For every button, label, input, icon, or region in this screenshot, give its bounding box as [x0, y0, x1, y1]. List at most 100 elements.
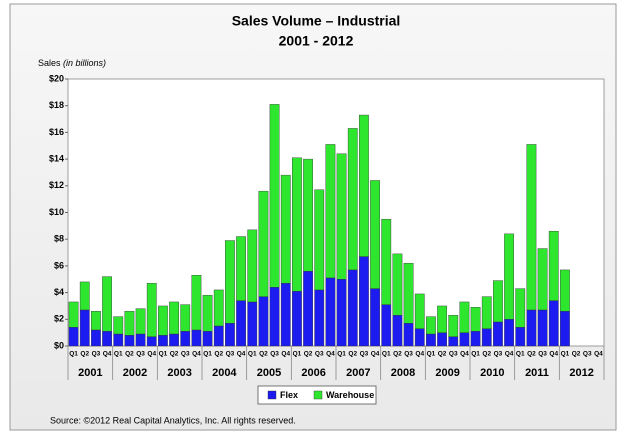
bar-segment — [437, 305, 447, 333]
x-tick-label: Q4 — [371, 351, 380, 358]
x-tick-label: Q2 — [482, 351, 491, 358]
x-tick-label: Q1 — [516, 351, 525, 358]
bar-segment — [325, 277, 336, 347]
bar-segment — [515, 288, 526, 328]
x-tick-label: Q4 — [326, 351, 335, 358]
bar-segment — [213, 325, 224, 347]
x-tick-label: Q2 — [527, 351, 536, 358]
bar-segment — [292, 291, 302, 347]
legend-label: Flex — [280, 390, 298, 400]
year-label: 2003 — [167, 367, 191, 379]
year-label: 2010 — [480, 367, 504, 379]
bar-segment — [504, 233, 514, 320]
bar-segment — [537, 248, 548, 311]
bar-segment — [124, 335, 135, 347]
x-tick-label: Q1 — [69, 351, 78, 358]
x-tick-label: Q3 — [92, 351, 101, 358]
bar-segment — [403, 263, 414, 324]
x-tick-label: Q4 — [192, 351, 201, 358]
bar-segment — [280, 174, 291, 284]
bar-segment — [247, 301, 258, 347]
year-label: 2011 — [525, 367, 549, 379]
x-tick-label: Q3 — [136, 351, 145, 358]
bar-segment — [548, 230, 559, 301]
bar-segment — [392, 315, 403, 347]
y-tick-label: $16 — [49, 127, 64, 137]
bar-segment — [470, 331, 481, 347]
bar-segment — [314, 189, 325, 291]
bar-segment — [347, 128, 358, 271]
bar-segment — [258, 296, 269, 347]
bar-segment — [79, 281, 90, 311]
bar-segment — [113, 316, 124, 335]
bar-segment — [560, 311, 570, 347]
bar-segment — [437, 332, 447, 347]
y-tick-label: $6 — [54, 260, 64, 270]
bar-segment — [68, 327, 79, 347]
x-tick-label: Q4 — [549, 351, 558, 358]
bar-segment — [146, 336, 157, 347]
bar-segment — [213, 289, 224, 327]
bar-segment — [459, 332, 470, 347]
bar-segment — [158, 305, 168, 336]
bar-segment — [403, 323, 414, 347]
bar-segment — [158, 335, 168, 347]
bar-segment — [314, 289, 325, 347]
x-tick-label: Q3 — [270, 351, 279, 358]
x-tick-label: Q4 — [103, 351, 112, 358]
bar-segment — [135, 333, 146, 347]
year-label: 2002 — [123, 367, 147, 379]
bar-segment — [381, 218, 392, 305]
bar-segment — [169, 333, 179, 347]
x-tick-label: Q3 — [360, 351, 369, 358]
bar-segment — [359, 256, 369, 347]
bar-segment — [548, 300, 559, 347]
x-tick-label: Q4 — [237, 351, 246, 358]
x-tick-label: Q1 — [561, 351, 570, 358]
chart-title: Sales Volume – Industrial — [232, 13, 401, 29]
bar-segment — [336, 153, 347, 280]
y-tick-label: $0 — [54, 340, 64, 350]
bar-segment — [146, 283, 157, 337]
bar-segment — [459, 301, 470, 333]
bar-segment — [448, 336, 459, 347]
bar-segment — [225, 323, 235, 347]
bar-segment — [370, 288, 380, 347]
bar-segment — [180, 304, 191, 332]
bar-segment — [336, 279, 347, 347]
y-axis-unit: (in billions) — [63, 58, 106, 68]
year-label: 2006 — [301, 367, 325, 379]
bar-segment — [414, 328, 425, 347]
x-tick-label: Q1 — [293, 351, 302, 358]
x-tick-label: Q2 — [393, 351, 402, 358]
bar-segment — [504, 319, 514, 347]
legend-label: Warehouse — [326, 390, 374, 400]
bar-segment — [526, 144, 537, 311]
y-tick-label: $14 — [49, 153, 64, 163]
bar-segment — [269, 287, 280, 347]
bar-segment — [269, 104, 280, 288]
bar-segment — [560, 269, 570, 312]
x-tick-label: Q1 — [382, 351, 391, 358]
legend-swatch — [267, 390, 277, 400]
bar-segment — [180, 331, 191, 347]
bar-segment — [202, 331, 213, 347]
y-tick-label: $18 — [49, 100, 64, 110]
bar-segment — [370, 180, 380, 289]
bar-segment — [493, 280, 503, 323]
x-tick-label: Q3 — [181, 351, 190, 358]
year-label: 2009 — [435, 367, 459, 379]
bar-segment — [191, 329, 202, 347]
bar-segment — [102, 276, 112, 332]
x-tick-label: Q4 — [147, 351, 156, 358]
y-tick-label: $8 — [54, 234, 64, 244]
x-tick-label: Q1 — [203, 351, 212, 358]
x-tick-label: Q2 — [438, 351, 447, 358]
bar-segment — [392, 253, 403, 316]
bar-segment — [481, 328, 492, 347]
plot-area — [67, 78, 605, 347]
x-tick-label: Q4 — [281, 351, 290, 358]
x-tick-label: Q3 — [538, 351, 547, 358]
bar-segment — [493, 321, 503, 347]
x-tick-label: Q1 — [427, 351, 436, 358]
